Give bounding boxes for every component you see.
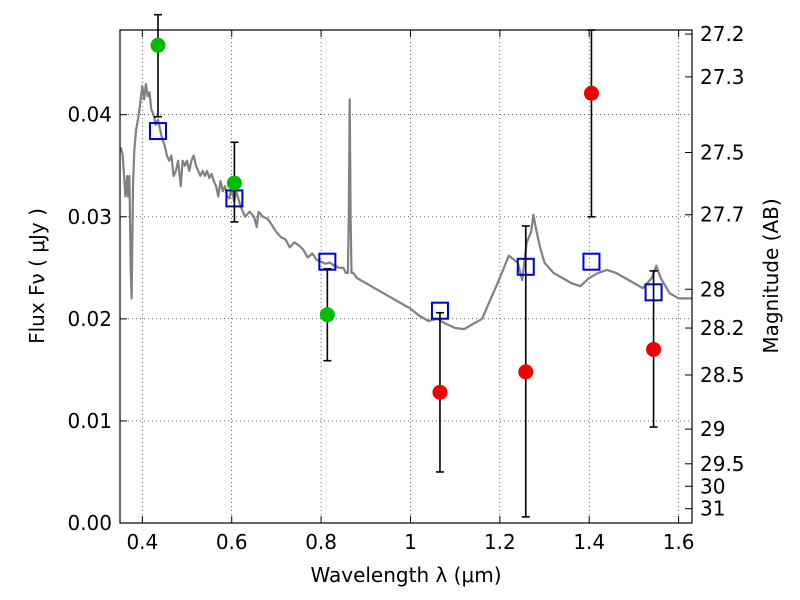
optical-detection-point [150,37,166,53]
model-photometry-square [582,252,601,271]
right-tick-label: 27.5 [700,140,745,164]
right-tick-label: 27.2 [700,22,745,46]
optical-detection-point [226,175,242,191]
model-sed-line [120,83,692,331]
y-tick-label: 0.03 [67,205,112,229]
nearir-detection-point [518,364,534,380]
nearir-detection-point [432,384,448,400]
plot-area [120,83,692,331]
axis-ticks: 0.4 0.6 0.8 1 1.2 1.4 1.6 0.00 0.01 0.02 0.03 0.04 2… [67,22,744,554]
right-tick-label: 28.2 [700,316,745,340]
right-tick-label: 27.7 [700,203,745,227]
series-layer [120,83,692,331]
y-tick-label: 0.04 [67,103,112,127]
plot-frame [119,29,693,524]
model-photometry-square [148,122,167,141]
right-tick-label: 29 [700,417,725,441]
x-tick-label: 0.8 [305,530,337,554]
nearir-detection-point [646,341,662,357]
nearir-detection-point [583,85,599,101]
optical-detection-point [319,307,335,323]
y-tick-label: 0.01 [67,409,112,433]
x-tick-label: 0.6 [216,530,248,554]
right-tick-label: 28 [700,277,725,301]
right-tick-label: 30 [700,474,725,498]
y-axis-title: Flux Fν ( μJy ) [25,208,49,344]
x-tick-label: 1.6 [663,530,695,554]
data-points [148,13,663,518]
y-tick-label: 0.00 [67,511,112,535]
x-tick-label: 1.2 [484,530,516,554]
x-tick-label: 0.4 [126,530,158,554]
right-tick-label: 27.3 [700,65,745,89]
right-tick-label: 29.5 [700,452,745,476]
right-tick-label: 31 [700,497,725,521]
x-axis-title: Wavelength λ (μm) [310,563,501,587]
right-tick-label: 28.5 [700,363,745,387]
y-tick-label: 0.02 [67,307,112,331]
right-axis-title: Magnitude (AB) [759,198,783,353]
x-tick-label: 1 [404,530,417,554]
x-tick-label: 1.4 [573,530,605,554]
